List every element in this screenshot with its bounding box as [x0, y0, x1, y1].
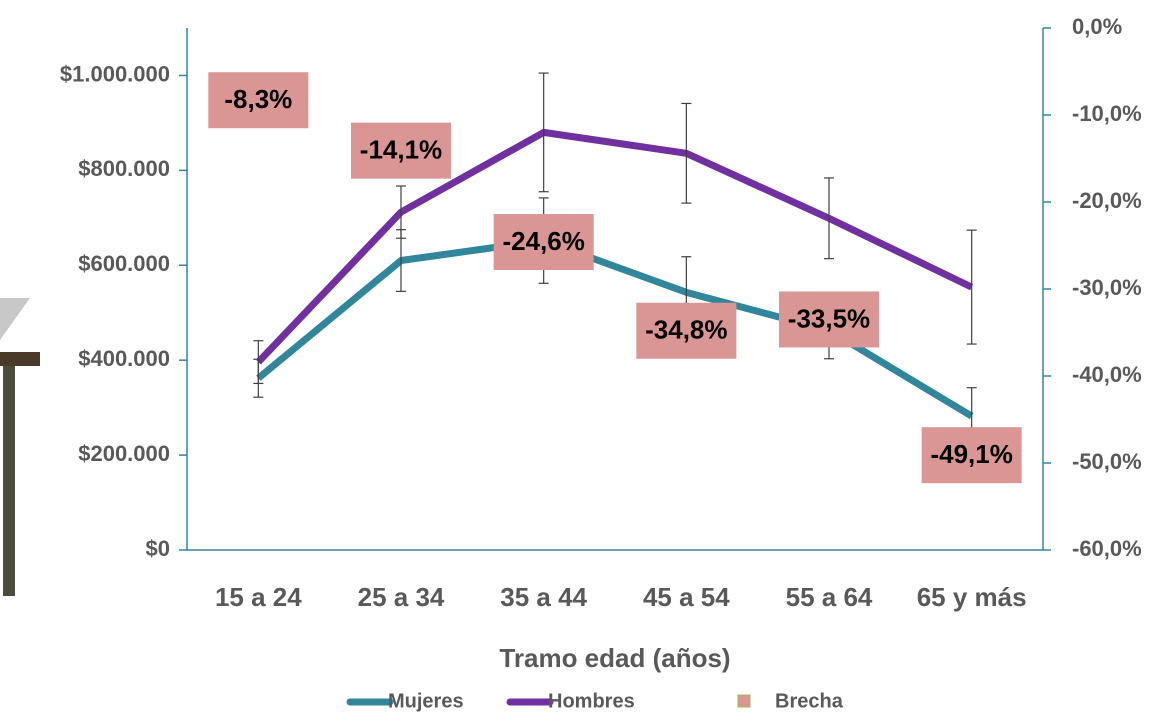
error-bar: [396, 185, 406, 239]
x-tick-label: 45 a 54: [643, 582, 730, 612]
error-bar: [681, 102, 692, 204]
y2-tick-label: 0,0%: [1072, 14, 1122, 39]
gap-label: -8,3%: [224, 84, 292, 114]
y2-tick-label: -10,0%: [1072, 101, 1142, 126]
x-tick-label: 65 y más: [917, 582, 1027, 612]
x-tick-label: 15 a 24: [215, 582, 302, 612]
legend-label: Brecha: [775, 690, 844, 712]
x-tick-label: 55 a 64: [786, 582, 873, 612]
gap-label-box: [921, 427, 1022, 484]
y-tick-label: $200.000: [78, 441, 170, 466]
gap-label-box: [493, 214, 594, 271]
y-tick-label: $0: [146, 536, 170, 561]
series-line: [255, 128, 974, 365]
gap-label: -24,6%: [502, 226, 584, 256]
y-tick-label: $800.000: [78, 156, 170, 181]
y2-tick-label: -30,0%: [1072, 275, 1142, 300]
gap-label: -14,1%: [360, 135, 442, 165]
y2-tick-label: -60,0%: [1072, 536, 1142, 561]
gap-label-box: [351, 122, 451, 179]
gap-label: -49,1%: [930, 439, 1012, 469]
legend-label: Mujeres: [388, 690, 464, 712]
decoration: [0, 298, 40, 596]
x-axis-title: Tramo edad (años): [499, 643, 730, 673]
error-bar: [538, 72, 549, 193]
y2-tick-label: -50,0%: [1072, 449, 1142, 474]
y2-tick-label: -40,0%: [1072, 362, 1142, 387]
x-tick-label: 25 a 34: [358, 582, 445, 612]
error-bar: [253, 340, 264, 385]
y-tick-label: $1.000.000: [60, 61, 170, 86]
legend-swatch: [737, 694, 751, 708]
x-tick-label: 35 a 44: [500, 582, 587, 612]
legend-label: Hombres: [548, 690, 635, 712]
gap-label-box: [779, 291, 879, 348]
gap-label-box: [208, 72, 309, 129]
gap-label: -33,5%: [788, 303, 870, 333]
error-bar: [966, 229, 977, 345]
gap-label: -34,8%: [645, 315, 727, 345]
gap-label-box: [636, 302, 737, 359]
error-bar: [824, 177, 834, 260]
y-tick-label: $400.000: [78, 346, 170, 371]
y2-tick-label: -20,0%: [1072, 188, 1142, 213]
y-tick-label: $600.000: [78, 251, 170, 276]
